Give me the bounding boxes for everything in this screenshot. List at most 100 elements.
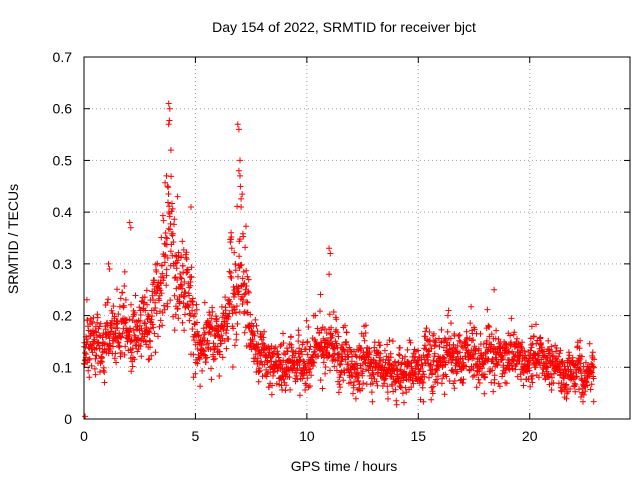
data-point xyxy=(183,249,190,256)
data-point xyxy=(178,275,185,282)
data-point xyxy=(428,345,435,352)
data-point xyxy=(326,311,333,318)
data-point xyxy=(235,291,242,298)
data-point xyxy=(177,274,184,281)
data-point xyxy=(188,204,194,210)
data-point xyxy=(588,381,595,388)
data-point xyxy=(307,383,313,389)
data-point xyxy=(431,343,438,350)
data-point xyxy=(247,311,254,318)
data-point xyxy=(143,287,150,294)
data-point xyxy=(296,345,303,352)
data-point xyxy=(202,359,209,366)
data-point xyxy=(171,327,178,334)
data-point xyxy=(157,274,164,280)
data-point xyxy=(216,373,223,379)
data-point xyxy=(97,320,104,327)
data-point xyxy=(500,355,506,361)
data-point xyxy=(430,330,437,337)
data-point xyxy=(237,172,243,179)
data-point xyxy=(584,382,591,389)
data-point xyxy=(449,349,456,356)
data-point xyxy=(360,349,367,356)
data-point xyxy=(490,388,497,395)
data-point xyxy=(278,361,285,368)
data-point xyxy=(332,357,339,363)
data-point xyxy=(118,333,125,340)
data-point xyxy=(253,345,259,351)
data-point xyxy=(511,329,518,336)
data-point xyxy=(166,105,173,112)
data-point xyxy=(121,351,128,358)
data-point xyxy=(339,356,346,362)
data-point xyxy=(165,191,172,197)
data-point xyxy=(268,391,275,398)
data-point xyxy=(269,382,276,389)
data-point xyxy=(430,358,437,365)
data-point xyxy=(576,386,582,393)
data-point xyxy=(369,380,376,387)
data-point xyxy=(553,345,560,351)
data-point xyxy=(94,319,101,326)
data-point xyxy=(234,121,241,128)
data-point xyxy=(232,267,239,274)
data-point xyxy=(464,341,471,348)
data-point xyxy=(131,356,138,363)
data-point xyxy=(161,306,168,313)
data-point xyxy=(160,217,167,224)
data-point xyxy=(122,296,129,303)
data-point xyxy=(223,327,230,334)
data-point xyxy=(451,377,458,384)
data-point xyxy=(333,367,340,374)
data-point xyxy=(227,239,234,246)
data-point xyxy=(331,345,338,352)
data-point xyxy=(149,321,156,328)
data-point xyxy=(327,250,334,257)
data-point xyxy=(119,289,126,296)
data-point xyxy=(473,384,480,391)
data-point xyxy=(129,345,136,352)
data-point xyxy=(112,350,119,357)
data-point xyxy=(457,339,464,345)
data-point xyxy=(566,352,573,359)
data-point xyxy=(358,365,364,372)
data-point xyxy=(572,388,579,395)
data-point xyxy=(252,316,259,323)
data-point xyxy=(159,212,166,219)
data-point xyxy=(571,362,578,369)
data-point xyxy=(340,377,347,384)
data-point xyxy=(229,364,236,370)
data-point xyxy=(322,364,329,370)
data-point xyxy=(83,336,90,343)
data-point xyxy=(408,384,415,391)
data-point xyxy=(511,353,518,360)
data-point xyxy=(197,383,204,390)
data-point xyxy=(96,323,103,330)
data-point xyxy=(580,398,586,405)
data-point xyxy=(342,322,348,329)
y-tick-label: 0.6 xyxy=(53,101,73,117)
data-point xyxy=(239,191,246,198)
data-point xyxy=(179,285,186,292)
data-point xyxy=(243,298,250,305)
data-point xyxy=(451,385,458,392)
data-point xyxy=(183,269,190,276)
data-point xyxy=(152,299,159,306)
data-point xyxy=(517,371,524,378)
y-axis-label: SRMTID / TECUs xyxy=(5,184,21,294)
data-point xyxy=(389,382,396,389)
data-point xyxy=(387,354,394,361)
data-point xyxy=(196,332,202,339)
data-point xyxy=(187,312,194,319)
data-point xyxy=(138,325,145,332)
data-point xyxy=(228,229,235,236)
data-point xyxy=(108,324,115,331)
data-point xyxy=(482,374,489,381)
data-point xyxy=(355,378,362,385)
data-point xyxy=(318,327,325,334)
data-point xyxy=(373,378,380,385)
data-point xyxy=(311,359,318,366)
data-point xyxy=(361,337,368,344)
data-point xyxy=(237,157,243,164)
data-point xyxy=(304,338,311,345)
